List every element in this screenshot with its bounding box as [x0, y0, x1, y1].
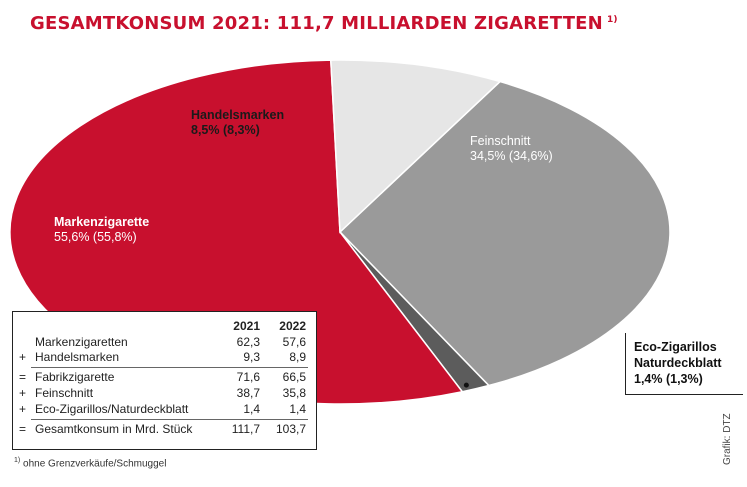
row-value-2022: 66,5	[282, 370, 306, 384]
table-row: + Eco-Zigarillos/Naturdeckblatt 1,4 1,4	[13, 402, 316, 417]
table-row: + Feinschnitt 38,7 35,8	[13, 386, 316, 401]
table-header-2022: 2022	[279, 319, 306, 333]
row-label: Eco-Zigarillos/Naturdeckblatt	[35, 402, 189, 416]
table-header-2021: 2021	[233, 319, 260, 333]
row-label: Fabrikzigarette	[35, 370, 115, 384]
consumption-table: 2021 2022 Markenzigaretten 62,3 57,6 + H…	[12, 311, 317, 450]
eco-callout: Eco-Zigarillos Naturdeckblatt 1,4% (1,3%…	[625, 333, 743, 395]
slice-label-handelsmarken: Handelsmarken 8,5% (8,3%)	[191, 108, 284, 138]
row-operator: =	[19, 422, 27, 436]
row-operator: =	[19, 370, 27, 384]
table-row: + Handelsmarken 9,3 8,9	[13, 350, 316, 365]
row-value-2021: 71,6	[236, 370, 260, 384]
row-operator: +	[19, 402, 27, 416]
chart-title: GESAMTKONSUM 2021: 111,7 MILLIARDEN ZIGA…	[30, 13, 618, 34]
title-footnote-mark: 1)	[606, 15, 618, 25]
slice-value-handelsmarken: 8,5% (8,3%)	[191, 123, 260, 137]
row-value-2021: 1,4	[243, 402, 260, 416]
eco-leader-dot	[463, 382, 469, 388]
eco-label-line3: 1,4% (1,3%)	[634, 372, 703, 386]
graphic-credit: Grafik: DTZ	[722, 413, 733, 465]
pie-slice-handelsmarken	[329, 59, 502, 234]
row-value-2021: 9,3	[243, 350, 260, 364]
footnote-mark: 1)	[14, 457, 21, 464]
table-header-row: 2021 2022	[13, 319, 316, 334]
row-value-2022: 57,6	[282, 335, 306, 349]
slice-name-feinschnitt: Feinschnitt	[470, 134, 531, 148]
row-value-2022: 35,8	[282, 386, 306, 400]
row-value-2021: 38,7	[236, 386, 260, 400]
row-value-2021: 62,3	[236, 335, 260, 349]
footnote: 1) ohne Grenzverkäufe/Schmuggel	[14, 457, 166, 469]
row-label: Gesamtkonsum in Mrd. Stück	[35, 422, 193, 436]
chart-title-text: GESAMTKONSUM 2021: 111,7 MILLIARDEN ZIGA…	[30, 13, 603, 34]
row-value-2022: 1,4	[289, 402, 306, 416]
row-label: Markenzigaretten	[35, 335, 128, 349]
pie-slice-feinschnitt	[338, 80, 671, 387]
slice-name-handelsmarken: Handelsmarken	[191, 108, 285, 122]
row-value-2022: 8,9	[289, 350, 306, 364]
row-value-2022: 103,7	[275, 422, 306, 436]
row-label: Feinschnitt	[35, 386, 94, 400]
slice-name-markenzigarette: Markenzigarette	[54, 215, 150, 229]
table-row: = Gesamtkonsum in Mrd. Stück 111,7 103,7	[13, 422, 316, 437]
slice-label-markenzigarette: Markenzigarette 55,6% (55,8%)	[54, 215, 149, 245]
table-divider	[31, 367, 308, 368]
slice-value-markenzigarette: 55,6% (55,8%)	[54, 230, 137, 244]
table-divider	[31, 419, 308, 420]
footnote-text: ohne Grenzverkäufe/Schmuggel	[23, 458, 167, 470]
row-operator: +	[19, 350, 27, 364]
table-row: = Fabrikzigarette 71,6 66,5	[13, 370, 316, 385]
table-row: Markenzigaretten 62,3 57,6	[13, 335, 316, 350]
eco-label-line1: Eco-Zigarillos	[634, 340, 717, 354]
row-label: Handelsmarken	[35, 350, 120, 364]
slice-value-feinschnitt: 34,5% (34,6%)	[470, 149, 553, 163]
eco-label-line2: Naturdeckblatt	[634, 356, 722, 370]
slice-label-feinschnitt: Feinschnitt 34,5% (34,6%)	[470, 134, 553, 164]
row-value-2021: 111,7	[231, 422, 260, 436]
row-operator: +	[19, 386, 27, 400]
